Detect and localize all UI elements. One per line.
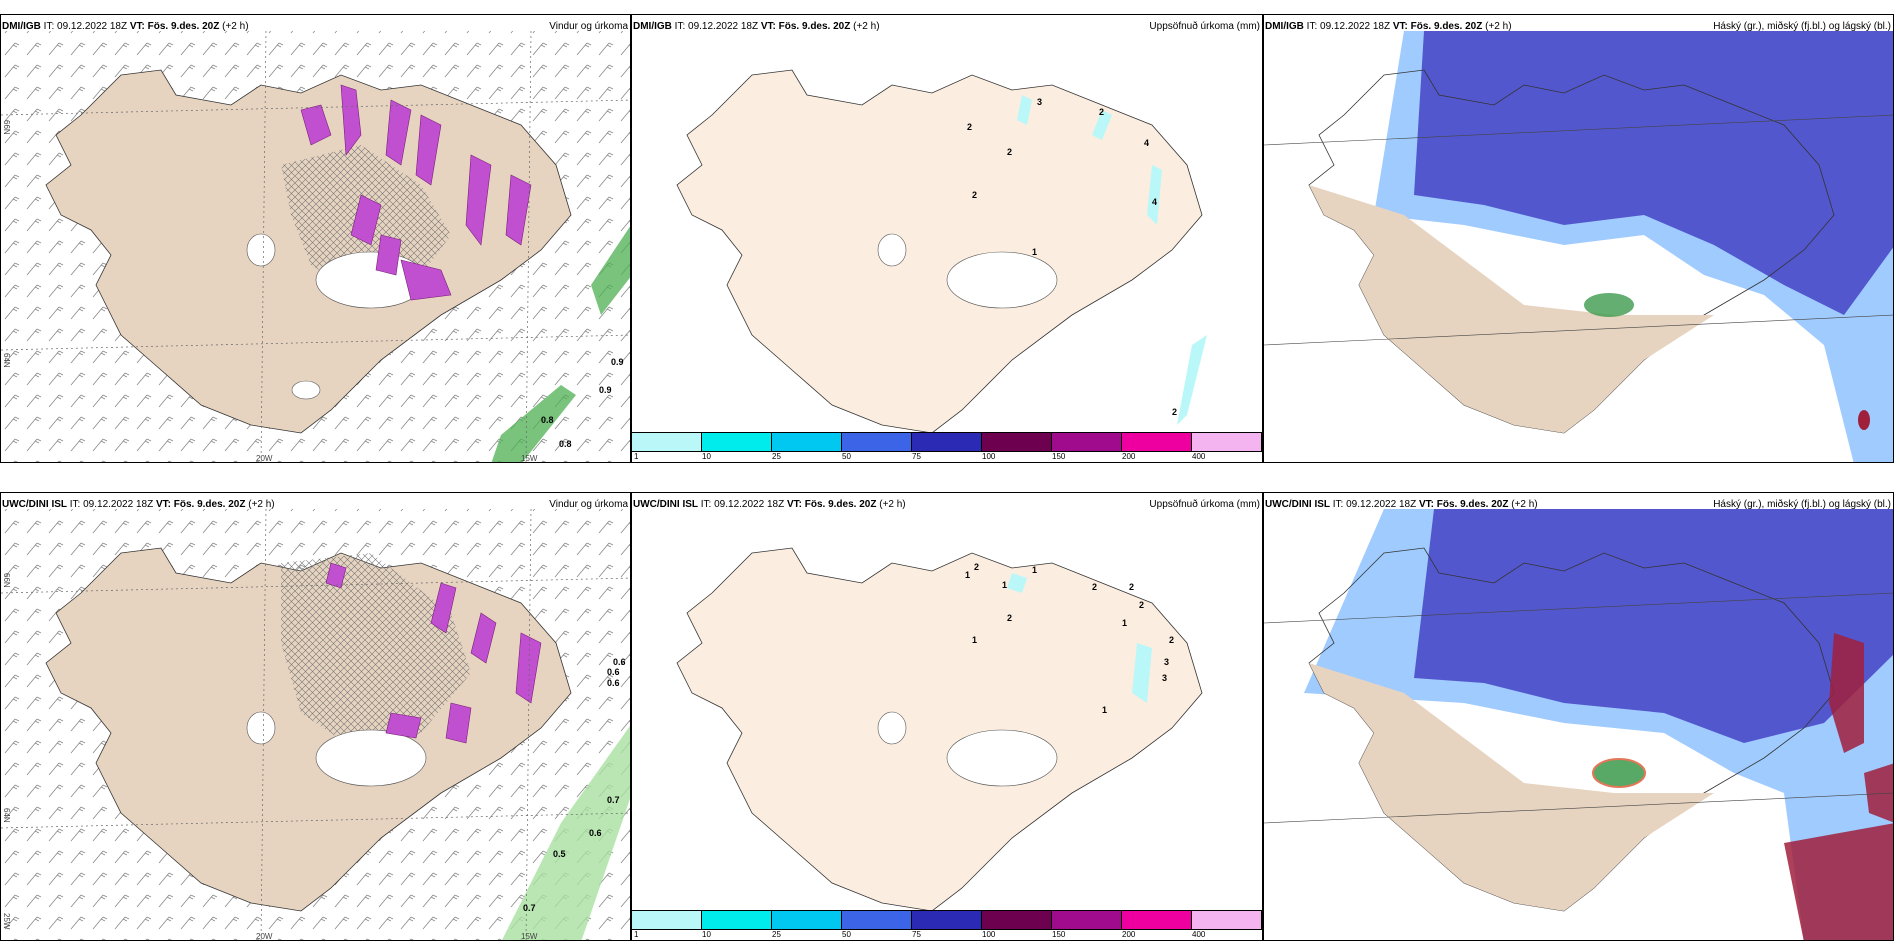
svg-text:64N: 64N bbox=[2, 808, 11, 823]
legend-swatch bbox=[842, 911, 912, 929]
svg-text:20W: 20W bbox=[256, 454, 273, 463]
legend-swatch bbox=[702, 433, 772, 451]
svg-text:20W: 20W bbox=[256, 932, 273, 941]
svg-text:3: 3 bbox=[1162, 673, 1167, 683]
precip-legend bbox=[632, 432, 1262, 452]
legend-swatch bbox=[1122, 433, 1192, 451]
legend-tick: 400 bbox=[1192, 452, 1205, 461]
panel-cloud-dmi: DMI/IGB IT: 09.12.2022 18Z VT: Fös. 9.de… bbox=[1263, 14, 1894, 463]
legend-swatch bbox=[1052, 911, 1122, 929]
legend-swatch bbox=[702, 911, 772, 929]
iceland-landmass bbox=[677, 70, 1202, 433]
legend-tick: 50 bbox=[842, 930, 851, 939]
svg-text:0.8: 0.8 bbox=[541, 415, 554, 425]
legend-swatch bbox=[912, 433, 982, 451]
svg-text:2: 2 bbox=[1139, 600, 1144, 610]
glacier-langjokull bbox=[247, 234, 275, 266]
svg-text:2: 2 bbox=[1099, 107, 1104, 117]
panel-wind-uwc: UWC/DINI ISL IT: 09.12.2022 18Z VT: Fös.… bbox=[0, 492, 631, 941]
svg-text:0.9: 0.9 bbox=[611, 357, 624, 367]
svg-text:3: 3 bbox=[1037, 97, 1042, 107]
legend-tick: 75 bbox=[912, 452, 921, 461]
svg-text:2: 2 bbox=[1172, 407, 1177, 417]
legend-tick: 75 bbox=[912, 930, 921, 939]
legend-tick: 1 bbox=[634, 930, 638, 939]
legend-swatch bbox=[1192, 911, 1262, 929]
legend-swatch bbox=[1192, 433, 1262, 451]
svg-text:15W: 15W bbox=[521, 932, 538, 941]
legend-tick: 10 bbox=[702, 452, 711, 461]
svg-text:0.6: 0.6 bbox=[613, 657, 626, 667]
legend-tick: 100 bbox=[982, 930, 995, 939]
svg-text:2: 2 bbox=[1092, 582, 1097, 592]
svg-text:66N: 66N bbox=[2, 120, 11, 135]
svg-text:0.5: 0.5 bbox=[553, 849, 566, 859]
legend-swatch bbox=[982, 911, 1052, 929]
svg-text:66N: 66N bbox=[2, 573, 11, 588]
svg-text:4: 4 bbox=[1144, 138, 1149, 148]
legend-swatch bbox=[982, 433, 1052, 451]
svg-text:25W: 25W bbox=[2, 913, 11, 930]
legend-tick: 150 bbox=[1052, 930, 1065, 939]
svg-text:2: 2 bbox=[1169, 635, 1174, 645]
svg-text:1: 1 bbox=[972, 635, 977, 645]
legend-tick: 200 bbox=[1122, 930, 1135, 939]
svg-text:0.8: 0.8 bbox=[559, 439, 572, 449]
precip-map: 2 1 1 1 2 2 2 2 1 2 3 3 1 1 bbox=[632, 493, 1263, 924]
iceland-landmass bbox=[677, 548, 1202, 911]
svg-text:1: 1 bbox=[1122, 618, 1127, 628]
cloud-map bbox=[1264, 15, 1894, 463]
panel-precip-uwc: UWC/DINI ISL IT: 09.12.2022 18Z VT: Fös.… bbox=[631, 492, 1263, 941]
svg-text:1: 1 bbox=[965, 570, 970, 580]
legend-tick: 150 bbox=[1052, 452, 1065, 461]
legend-tick: 25 bbox=[772, 452, 781, 461]
svg-text:0.7: 0.7 bbox=[523, 903, 536, 913]
wind-map: 66N 64N 25W 20W 15W 0.6 0.6 0.6 0.7 0.6 … bbox=[1, 493, 631, 941]
svg-text:0.6: 0.6 bbox=[589, 828, 602, 838]
legend-swatch bbox=[912, 911, 982, 929]
legend-tick: 25 bbox=[772, 930, 781, 939]
svg-text:2: 2 bbox=[1129, 582, 1134, 592]
legend-swatch bbox=[842, 433, 912, 451]
legend-tick: 50 bbox=[842, 452, 851, 461]
svg-text:0.6: 0.6 bbox=[607, 678, 620, 688]
legend-swatch bbox=[632, 433, 702, 451]
legend-swatch bbox=[772, 433, 842, 451]
cloud-map bbox=[1264, 493, 1894, 941]
svg-text:15W: 15W bbox=[521, 454, 538, 463]
svg-text:3: 3 bbox=[1164, 657, 1169, 667]
svg-text:1: 1 bbox=[1102, 705, 1107, 715]
svg-text:2: 2 bbox=[974, 562, 979, 572]
legend-swatch bbox=[632, 911, 702, 929]
svg-text:2: 2 bbox=[972, 190, 977, 200]
legend-tick: 100 bbox=[982, 452, 995, 461]
legend-swatch bbox=[1122, 911, 1192, 929]
svg-text:2: 2 bbox=[967, 122, 972, 132]
legend-swatch bbox=[1052, 433, 1122, 451]
svg-text:1: 1 bbox=[1032, 247, 1037, 257]
precip-map: 3 2 2 4 2 4 1 2 2 bbox=[632, 15, 1263, 446]
panel-wind-dmi: DMI/IGB IT: 09.12.2022 18Z VT: Fös. 9.de… bbox=[0, 14, 631, 463]
panel-cloud-uwc: UWC/DINI ISL IT: 09.12.2022 18Z VT: Fös.… bbox=[1263, 492, 1894, 941]
legend-tick: 200 bbox=[1122, 452, 1135, 461]
legend-tick: 400 bbox=[1192, 930, 1205, 939]
svg-text:1: 1 bbox=[1032, 565, 1037, 575]
legend-swatch bbox=[772, 911, 842, 929]
precip-legend bbox=[632, 910, 1262, 930]
svg-text:1: 1 bbox=[1002, 580, 1007, 590]
svg-text:0.6: 0.6 bbox=[607, 667, 620, 677]
svg-text:2: 2 bbox=[1007, 147, 1012, 157]
legend-tick: 10 bbox=[702, 930, 711, 939]
svg-text:2: 2 bbox=[1007, 613, 1012, 623]
svg-text:0.9: 0.9 bbox=[599, 385, 612, 395]
svg-text:64N: 64N bbox=[2, 353, 11, 368]
glacier-myrdalsjokull bbox=[292, 381, 320, 399]
svg-text:0.7: 0.7 bbox=[607, 795, 620, 805]
svg-text:4: 4 bbox=[1152, 197, 1157, 207]
panel-precip-dmi: DMI/IGB IT: 09.12.2022 18Z VT: Fös. 9.de… bbox=[631, 14, 1263, 463]
wind-map: 66N 64N 20W 15W 0.9 0.9 0.8 0.8 bbox=[1, 15, 631, 463]
legend-tick: 1 bbox=[634, 452, 638, 461]
